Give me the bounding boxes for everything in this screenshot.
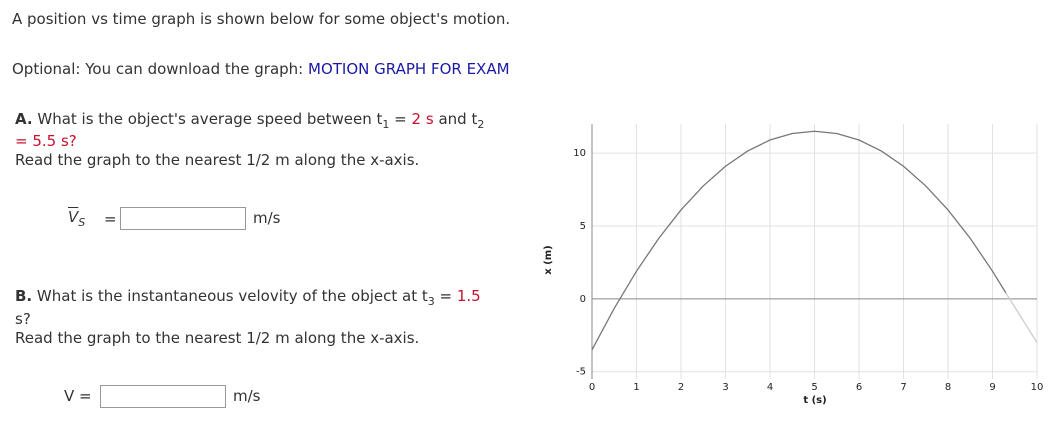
y-tick-label: 10 [573,148,586,159]
sub: 2 [477,118,485,131]
unit: m/s [233,387,261,405]
position-curve [591,130,1007,351]
sub: 3 [427,295,435,308]
intro: A position vs time graph is shown below … [12,10,511,28]
y-axis-label: x (m) [543,245,554,275]
x-axis-label: t (s) [803,395,826,406]
unit: m/s [253,209,281,227]
value: 1.5 [456,287,481,305]
value: = 5.5 s? [15,132,77,150]
text: and t [438,110,478,128]
note: Read the graph to the nearest 1/2 m alon… [15,151,420,169]
text: = [439,287,453,305]
x-tick-label: 3 [722,382,728,393]
symbol: V = [64,387,92,405]
x-tick-label: 5 [811,382,817,393]
x-tick-label: 10 [1031,382,1044,393]
x-tick-label: 2 [678,382,684,393]
sub: S [78,216,86,229]
x-tick-label: 7 [900,382,906,393]
curve-extension [1005,292,1038,343]
text: s? [15,310,31,328]
question-a: A. What is the object's average speed be… [15,110,484,131]
symbol: VS [68,208,85,229]
x-tick-label: 6 [856,382,862,393]
answer-input[interactable] [120,207,246,230]
y-tick-label: -5 [576,367,586,378]
x-tick-label: 1 [633,382,639,393]
sub: 1 [382,118,390,131]
y-tick-label: 5 [580,221,586,232]
equals: = [104,210,117,228]
optional-text: Optional: You can download the graph: [12,60,304,78]
question-b: B. What is the instantaneous velovity of… [15,287,481,308]
text: What is the instantaneous velovity of th… [36,287,428,305]
label: B. [15,287,33,305]
answer-input[interactable] [100,385,226,408]
x-tick-label: 4 [767,382,773,393]
text: What is the object's average speed betwe… [37,110,383,128]
x-tick-label: 8 [945,382,951,393]
x-tick-label: 0 [589,382,595,393]
x-tick-label: 9 [989,382,995,393]
note: Read the graph to the nearest 1/2 m alon… [15,329,420,347]
y-tick-label: 0 [580,294,586,305]
label: A. [15,110,33,128]
optional: Optional: You can download the graph: MO… [12,60,510,78]
symbol-v: V [68,208,79,226]
download-link[interactable]: MOTION GRAPH FOR EXAM [308,60,510,78]
text: = [394,110,407,128]
value: 2 s [411,110,434,128]
